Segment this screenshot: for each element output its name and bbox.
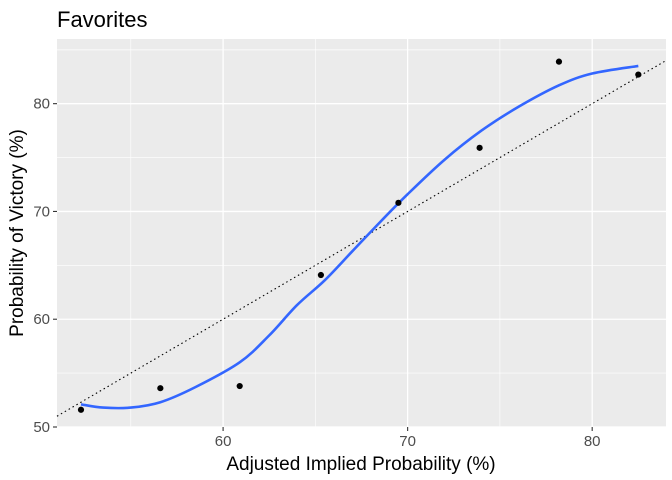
data-point <box>317 271 324 279</box>
x-tick-label: 60 <box>215 433 232 450</box>
data-point <box>635 71 642 78</box>
data-point <box>236 382 243 390</box>
y-tick-label: 80 <box>33 96 50 113</box>
data-point <box>77 406 85 413</box>
identity-reference-line <box>56 60 667 417</box>
data-point <box>555 58 563 65</box>
axis-ticks: 60 70 80 50 60 70 80 <box>33 96 600 450</box>
y-tick-label: 70 <box>33 203 50 220</box>
y-tick-label: 50 <box>33 419 50 436</box>
smooth-curve <box>80 64 639 410</box>
x-tick-label: 80 <box>584 433 601 450</box>
chart-title: Favorites <box>57 7 147 32</box>
y-axis-title: Probability of Victory (%) <box>7 129 28 337</box>
grid-lines <box>57 39 666 428</box>
data-point <box>476 144 483 151</box>
y-tick-label: 60 <box>33 311 50 328</box>
x-tick-label: 70 <box>399 433 416 450</box>
plot-panel <box>57 39 666 427</box>
data-points <box>77 58 642 413</box>
data-point <box>157 385 164 392</box>
data-point <box>395 199 402 206</box>
x-axis-title: Adjusted Implied Probability (%) <box>226 454 495 475</box>
